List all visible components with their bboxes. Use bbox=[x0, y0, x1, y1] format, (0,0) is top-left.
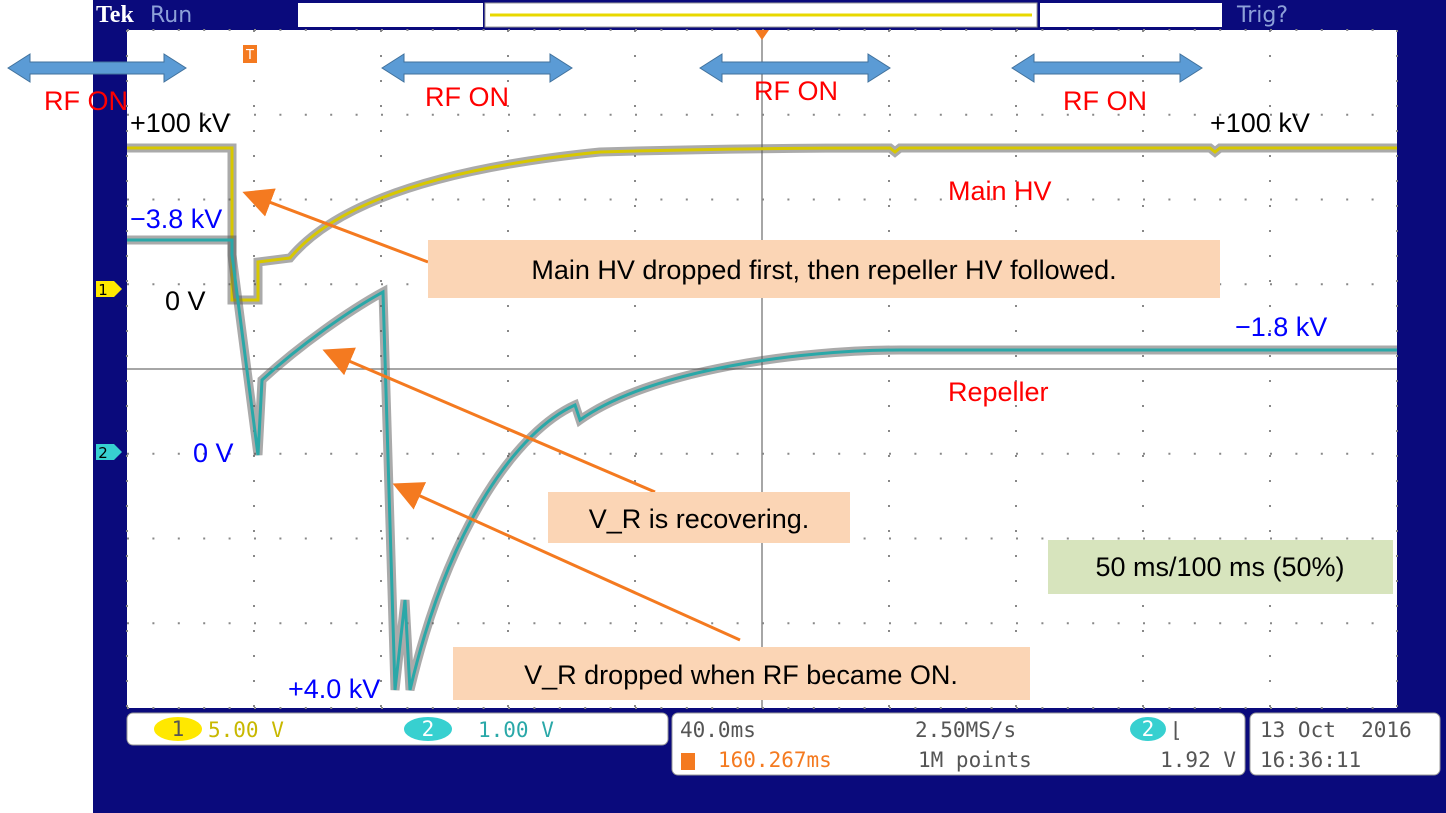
time: 16:36:11 bbox=[1260, 748, 1361, 772]
ch2-badge bbox=[404, 717, 452, 741]
level-label: +4.0 kV bbox=[288, 674, 380, 704]
trigger-marker-label: T bbox=[245, 48, 254, 63]
duty-box bbox=[1048, 540, 1393, 594]
callout-box bbox=[428, 240, 1220, 298]
trigger-status: Trig? bbox=[1236, 3, 1288, 28]
brand: Tek bbox=[96, 2, 134, 28]
trigger-source: 2 bbox=[1142, 717, 1155, 741]
ch2-badge-label: 2 bbox=[422, 717, 435, 741]
rf-on-label: RF ON bbox=[425, 82, 509, 112]
level-label: 0 V bbox=[193, 438, 234, 468]
record-length: 1M points bbox=[918, 748, 1032, 772]
ch1-marker-label: 1 bbox=[98, 281, 108, 299]
timebase-panel bbox=[671, 712, 1246, 776]
channel-panel bbox=[126, 712, 669, 746]
callout-text: V_R is recovering. bbox=[589, 504, 810, 534]
duty-text: 50 ms/100 ms (50%) bbox=[1095, 552, 1344, 582]
callout-text: Main HV dropped first, then repeller HV … bbox=[531, 255, 1116, 285]
top-box bbox=[1040, 3, 1222, 27]
sample-rate: 2.50MS/s bbox=[915, 718, 1016, 742]
trigger-slope: ⌊ bbox=[1170, 718, 1183, 742]
level-label: +100 kV bbox=[130, 108, 230, 138]
trigger-pointer bbox=[755, 30, 769, 40]
trigger-marker bbox=[243, 45, 257, 63]
callout-text: V_R dropped when RF became ON. bbox=[524, 660, 958, 690]
trigger-icon bbox=[681, 753, 695, 770]
ch2-marker bbox=[96, 444, 122, 460]
rf-arrows bbox=[7, 53, 1203, 83]
ch1-scale: 5.00 V bbox=[208, 718, 284, 742]
ch1-marker bbox=[96, 281, 122, 297]
rf-on-label: RF ON bbox=[754, 76, 838, 106]
date: 13 Oct 2016 bbox=[1260, 718, 1412, 742]
level-label: 0 V bbox=[165, 286, 206, 316]
ch2-scale: 1.00 V bbox=[478, 718, 554, 742]
level-label: −1.8 kV bbox=[1235, 312, 1327, 342]
trigger-level: 1.92 V bbox=[1160, 748, 1236, 772]
repeller-trace bbox=[127, 238, 1397, 691]
rf-on-label: RF ON bbox=[1063, 86, 1147, 116]
callout-arrows bbox=[242, 188, 741, 642]
timebase: 40.0ms bbox=[680, 718, 756, 742]
rf-on-label: RF ON bbox=[44, 86, 128, 116]
clock-panel bbox=[1249, 712, 1441, 776]
callout-box bbox=[548, 492, 850, 543]
ch1-badge-label: 1 bbox=[172, 717, 185, 741]
level-label: +100 kV bbox=[1210, 108, 1310, 138]
callout-box bbox=[453, 647, 1030, 700]
run-status: Run bbox=[150, 3, 192, 28]
top-box bbox=[298, 3, 483, 27]
level-label: −3.8 kV bbox=[130, 204, 222, 234]
ch2-marker-label: 2 bbox=[98, 444, 108, 462]
repeller-label: Repeller bbox=[948, 377, 1049, 407]
main-hv-label: Main HV bbox=[948, 176, 1052, 206]
trigger-position: 160.267ms bbox=[718, 748, 832, 772]
ch1-badge bbox=[154, 717, 202, 741]
trigger-source-badge bbox=[1130, 717, 1166, 741]
main-hv-trace bbox=[127, 146, 1397, 302]
